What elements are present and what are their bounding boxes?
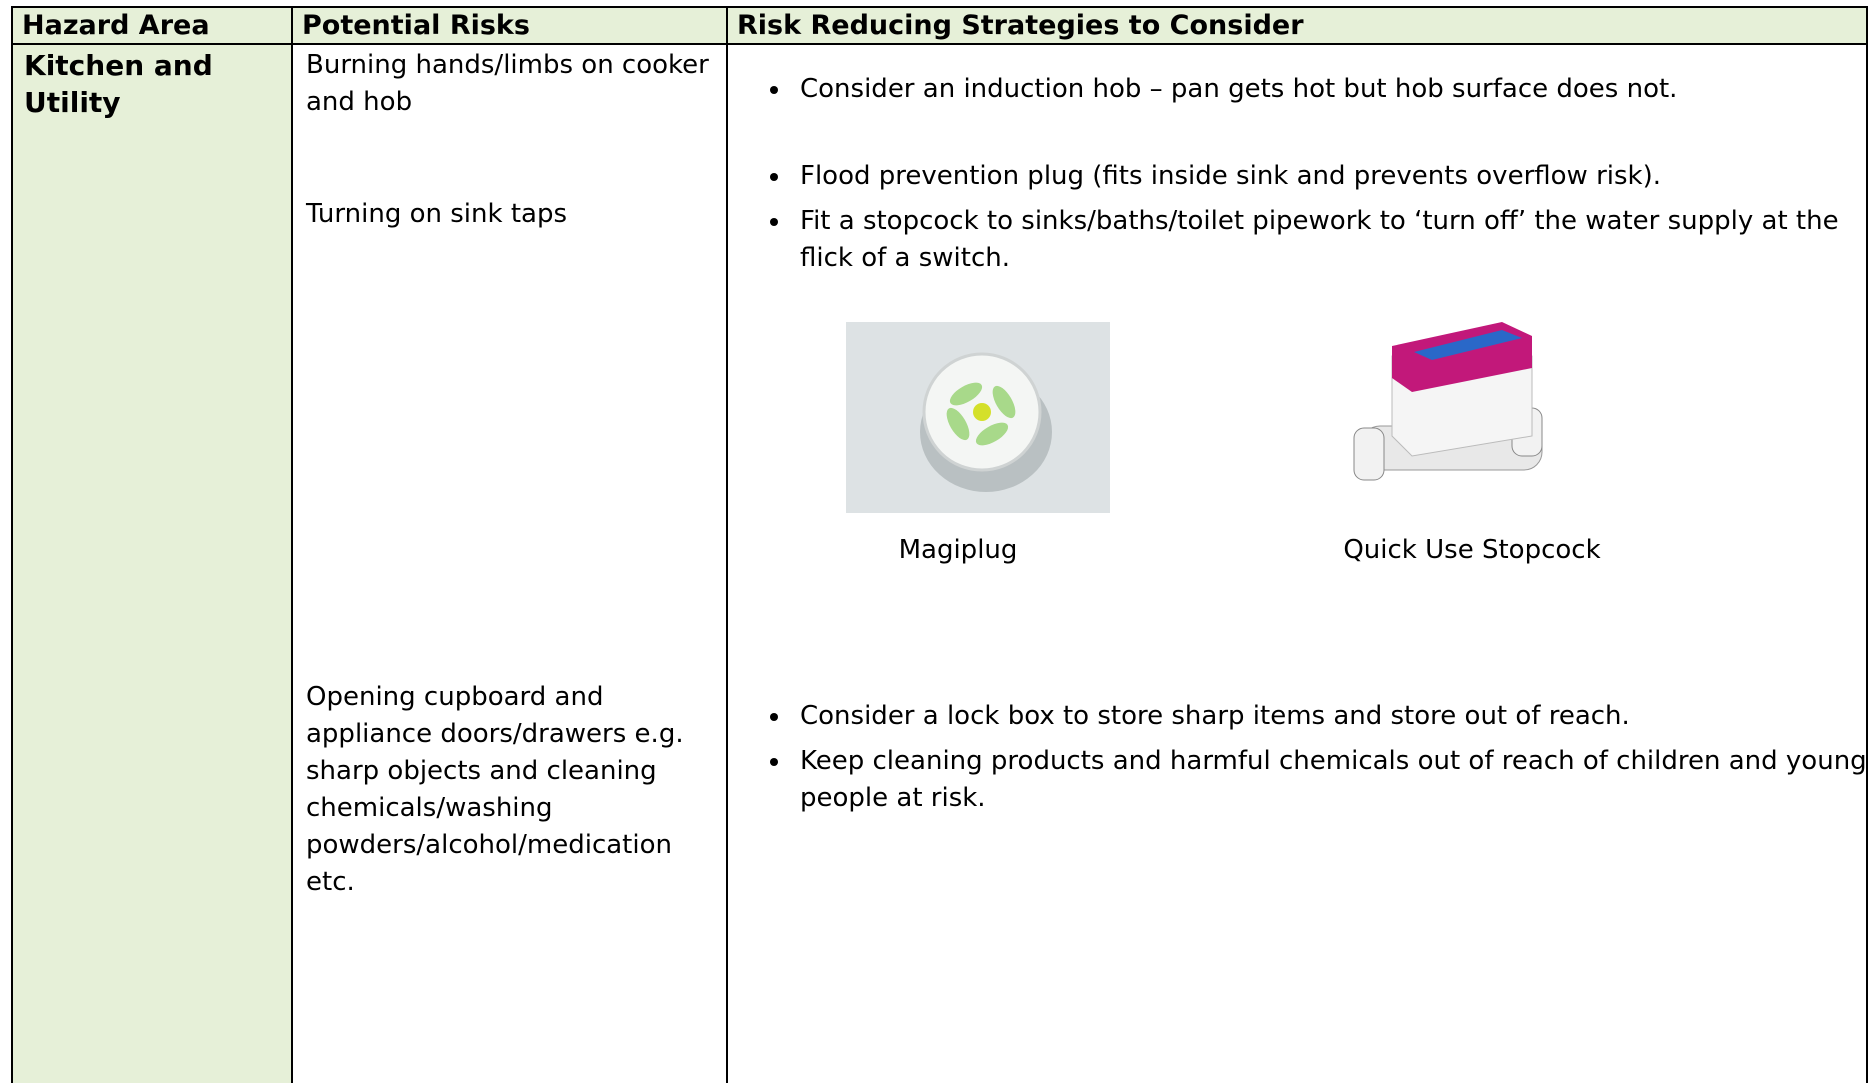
risk: Opening cupboard and appliance doors/dra… (306, 682, 684, 897)
header-cell: Risk Reducing Strategies to Consider (727, 6, 1868, 45)
strategy: Consider an induction hob – pan gets hot… (792, 71, 1868, 108)
border (291, 6, 293, 1083)
header-text: Hazard Area (22, 10, 210, 41)
border (11, 6, 13, 1083)
border (726, 6, 728, 1083)
strategy: Fit a stopcock to sinks/baths/toilet pip… (792, 203, 1868, 277)
risk: Turning on sink taps (306, 199, 567, 229)
header-cell: Potential Risks (292, 6, 727, 45)
image-caption: Magiplug (898, 535, 1018, 565)
strategy: Consider a lock box to store sharp items… (792, 698, 1868, 735)
header-cell: Hazard Area (12, 6, 292, 45)
risk: Burning hands/limbs on cooker and hob (306, 50, 709, 117)
border (1866, 6, 1868, 1083)
strategy-list: Flood prevention plug (fits inside sink … (742, 158, 1868, 277)
hazard-area: Kitchen and Utility (24, 49, 213, 119)
image-caption: Quick Use Stopcock (1343, 535, 1601, 565)
strategy-list: Consider a lock box to store sharp items… (742, 698, 1868, 817)
magiplug-image (846, 322, 1110, 513)
hazard-column-bg (12, 6, 292, 1083)
strategy: Flood prevention plug (fits inside sink … (792, 158, 1868, 195)
strategy: Keep cleaning products and harmful chemi… (792, 743, 1868, 817)
header-text: Risk Reducing Strategies to Consider (737, 10, 1304, 41)
header-text: Potential Risks (302, 10, 530, 41)
strategy-list: Consider an induction hob – pan gets hot… (742, 71, 1868, 108)
stopcock-image (1353, 322, 1543, 481)
